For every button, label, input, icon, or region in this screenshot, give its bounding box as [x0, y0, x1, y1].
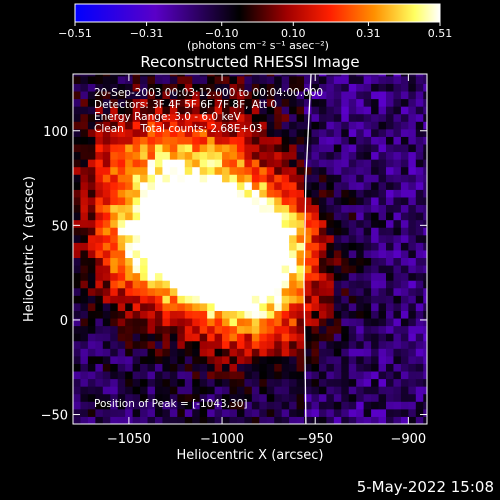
axis-ticks: −1050 −1000 −950 −900 −50 0 50 100 [41, 74, 427, 447]
timestamp: 5-May-2022 15:08 [356, 478, 494, 496]
annotation-detectors: Detectors: 3F 4F 5F 6F 7F 8F, Att 0 [94, 99, 277, 111]
colorbar-tick-label: 0.51 [428, 27, 453, 40]
annotation-energy-range: Energy Range: 3.0 - 6.0 keV [94, 111, 242, 123]
colorbar-tick-label: 0.10 [281, 27, 306, 40]
annotation-block: 20-Sep-2003 00:03:12.000 to 00:04:00.000… [94, 87, 323, 135]
colorbar-gradient [74, 3, 441, 23]
y-tick-label: 100 [43, 125, 68, 140]
annotation-time-range: 20-Sep-2003 00:03:12.000 to 00:04:00.000 [94, 87, 323, 99]
x-axis-label: Heliocentric X (arcsec) [177, 448, 324, 463]
colorbar-tick-label: −0.31 [130, 27, 164, 40]
colorbar-tick-label: −0.10 [205, 27, 239, 40]
plot-frame [72, 73, 428, 425]
y-tick-label: 0 [60, 314, 68, 329]
colorbar-tick-label: −0.51 [58, 27, 92, 40]
chart-title: Reconstructed RHESSI Image [140, 53, 359, 71]
heatmap-image [73, 74, 427, 424]
x-tick-label: −900 [391, 432, 427, 447]
x-tick-label: −1050 [107, 432, 151, 447]
colorbar-unit-label: (photons cm⁻² s⁻¹ asec⁻²) [187, 39, 329, 52]
solar-limb-line [303, 74, 312, 424]
x-tick-label: −1000 [200, 432, 244, 447]
annotation-clean-counts: Clean Total counts: 2.68E+03 [94, 123, 263, 135]
y-axis-label: Heliocentric Y (arcsec) [22, 176, 37, 322]
y-tick-label: −50 [41, 409, 68, 424]
y-tick-label: 50 [51, 219, 68, 234]
colorbar-ticks: −0.51 −0.31 −0.10 0.10 0.31 0.51 [58, 22, 452, 40]
peak-position-label: Position of Peak = [-1043,30] [94, 398, 248, 410]
colorbar-tick-label: 0.31 [356, 27, 381, 40]
colorbar: −0.51 −0.31 −0.10 0.10 0.31 0.51 (photons cm⁻… [58, 3, 452, 52]
x-tick-label: −950 [297, 432, 333, 447]
